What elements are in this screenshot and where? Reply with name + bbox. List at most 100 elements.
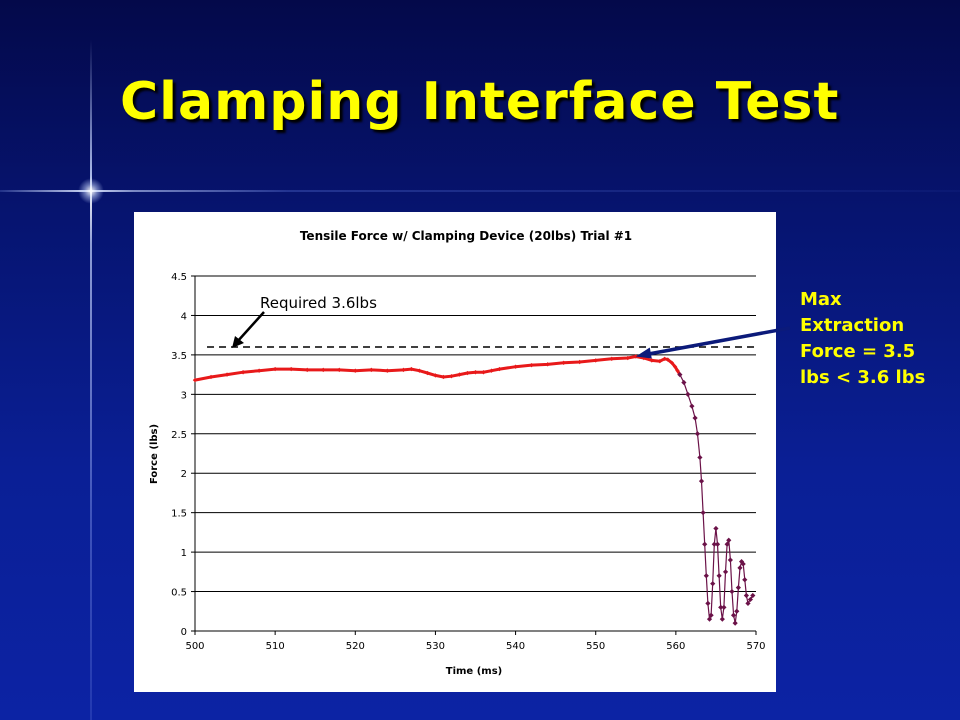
- series-line-1: [194, 354, 682, 382]
- data-point: [713, 525, 719, 532]
- chart: 0 0.5 1 1.5 2 2.5 3 3.5 4 4.5 500 510 520 530 540 550 56…: [149, 229, 766, 677]
- data-point: [369, 367, 374, 373]
- data-point: [703, 573, 709, 579]
- data-point: [441, 374, 446, 380]
- data-point: [353, 368, 358, 373]
- data-point: [737, 565, 743, 571]
- x-tick-label: 550: [586, 641, 605, 652]
- lens-flare-glow: [78, 178, 104, 204]
- data-point: [730, 612, 737, 618]
- y-tick-label: 0: [181, 627, 187, 638]
- threshold-arrow-shaft: [236, 311, 265, 343]
- data-point: [747, 596, 753, 603]
- data-point: [449, 373, 454, 379]
- data-point: [473, 370, 478, 375]
- data-point: [734, 608, 740, 614]
- chart-title: Tensile Force w/ Clamping Device (20lbs)…: [300, 229, 632, 243]
- y-tick-label: 1.5: [171, 509, 187, 520]
- x-tick-label: 500: [185, 641, 204, 652]
- data-point: [719, 616, 725, 622]
- chart-panel: 0 0.5 1 1.5 2 2.5 3 3.5 4 4.5 500 510 520 530 540 550 56…: [134, 212, 776, 692]
- y-tick-label: 4.5: [171, 272, 187, 283]
- note-line-3: Force = 3.5: [800, 341, 916, 362]
- data-point: [256, 368, 262, 373]
- data-point: [672, 364, 678, 369]
- data-point: [710, 581, 716, 587]
- data-point: [716, 573, 722, 579]
- data-point: [743, 592, 749, 599]
- y-tick-label: 2.5: [171, 430, 187, 441]
- data-point: [735, 585, 741, 591]
- data-point: [675, 368, 680, 373]
- data-point: [545, 362, 550, 367]
- data-point: [698, 478, 705, 484]
- data-point: [721, 604, 727, 610]
- data-point: [697, 454, 703, 461]
- y-tick-label: 3: [181, 390, 187, 401]
- data-point: [224, 372, 230, 377]
- y-axis-label: Force (lbs): [149, 424, 160, 484]
- note-line-1: Max: [800, 289, 842, 310]
- data-point: [694, 431, 701, 437]
- data-point: [669, 360, 675, 365]
- data-point: [657, 359, 663, 364]
- data-point: [208, 374, 214, 380]
- data-point: [740, 561, 746, 567]
- data-point: [705, 600, 711, 606]
- y-tick-label: 1: [181, 548, 187, 559]
- data-point: [718, 604, 724, 610]
- data-point: [465, 370, 470, 376]
- data-point: [649, 358, 655, 363]
- data-point: [305, 367, 310, 373]
- data-point: [711, 541, 717, 547]
- data-point: [692, 415, 698, 421]
- data-point: [745, 600, 751, 606]
- data-point: [240, 370, 246, 375]
- data-point: [708, 612, 714, 618]
- x-axis-label: Time (ms): [446, 666, 502, 677]
- series-line-2: [679, 374, 754, 624]
- data-point: [272, 366, 278, 372]
- lens-flare-horizontal: [0, 190, 960, 192]
- x-tick-label: 570: [746, 641, 765, 652]
- data-point: [689, 403, 695, 409]
- lens-flare-vertical: [90, 40, 92, 720]
- data-point: [529, 362, 534, 368]
- data-point: [685, 391, 691, 397]
- x-tick-label: 520: [346, 641, 365, 652]
- data-point: [706, 616, 713, 622]
- data-point: [425, 370, 430, 376]
- data-point: [481, 370, 486, 375]
- data-point: [681, 379, 687, 386]
- note-line-4: lbs < 3.6 lbs: [800, 367, 926, 388]
- x-tick-label: 510: [266, 641, 285, 652]
- data-point: [722, 569, 729, 575]
- data-point: [732, 620, 738, 626]
- x-tick-label: 560: [666, 641, 685, 652]
- threshold-arrow-head: [232, 336, 244, 348]
- data-point: [750, 592, 756, 599]
- data-point: [385, 368, 390, 373]
- data-point: [513, 364, 518, 369]
- data-point: [729, 588, 735, 595]
- threshold-label: Required 3.6lbs: [260, 294, 377, 312]
- y-tick-label: 0.5: [171, 588, 187, 599]
- data-point: [288, 366, 294, 372]
- data-point: [433, 373, 438, 378]
- data-point: [742, 577, 748, 583]
- note-line-2: Extraction: [800, 315, 905, 336]
- data-point: [700, 510, 706, 516]
- data-point: [321, 367, 326, 373]
- data-point: [417, 368, 422, 373]
- x-tick-label: 530: [426, 641, 445, 652]
- data-point: [662, 356, 667, 362]
- data-point: [497, 366, 502, 372]
- y-tick-label: 4: [181, 311, 187, 322]
- max-extraction-note: Max Extraction Force = 3.5 lbs < 3.6 lbs: [800, 287, 960, 391]
- data-point: [489, 368, 494, 373]
- data-point: [409, 366, 414, 372]
- x-tick-label: 540: [506, 641, 525, 652]
- data-point: [702, 541, 708, 547]
- data-point: [724, 541, 730, 547]
- data-point: [714, 541, 721, 547]
